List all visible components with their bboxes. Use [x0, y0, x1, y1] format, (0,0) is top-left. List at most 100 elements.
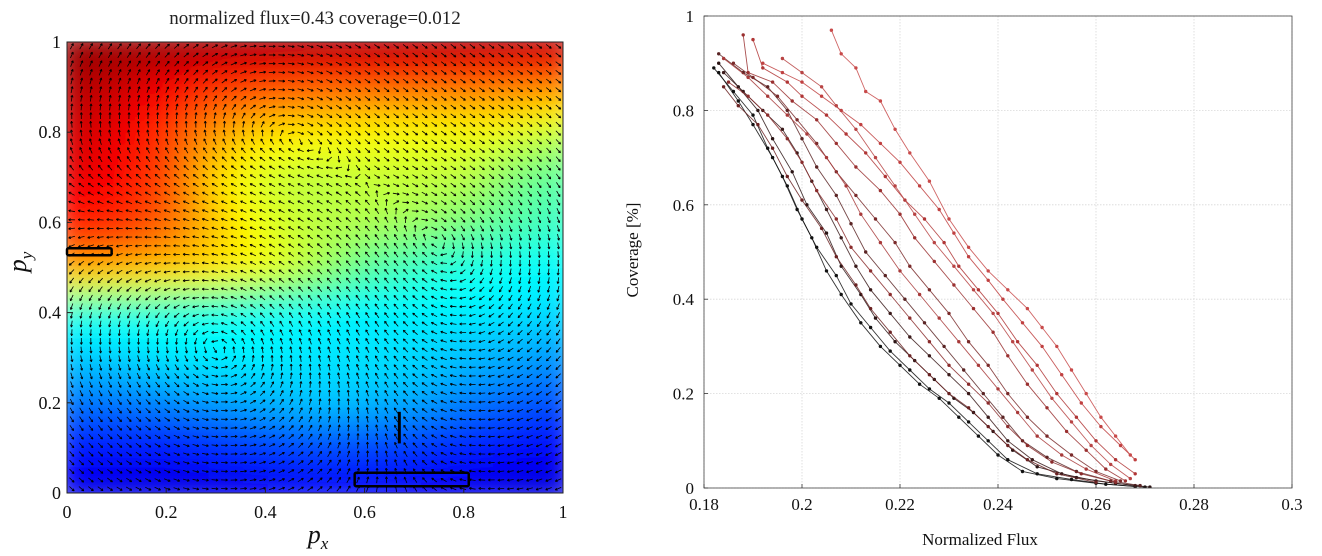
heatmap-cell: [149, 436, 163, 449]
heatmap-cell: [196, 188, 210, 201]
heatmap-cell: [492, 166, 505, 178]
heatmap-cell: [102, 166, 115, 178]
quiver-arrow: [347, 398, 350, 406]
heatmap-cell: [208, 301, 222, 314]
heatmap-cell: [208, 481, 222, 493]
heatmap-cell: [421, 166, 434, 178]
heatmap-cell: [551, 109, 563, 122]
quiver-arrowhead: [281, 398, 284, 402]
heatmap-cell: [515, 312, 529, 325]
quiver-arrowhead: [384, 467, 388, 471]
heatmap-cell: [515, 470, 529, 483]
quiver-arrowhead: [516, 444, 520, 448]
heatmap-cell: [303, 425, 316, 438]
heatmap-cell: [196, 233, 210, 246]
quiver-arrow: [366, 476, 369, 484]
quiver-arrow: [135, 460, 142, 465]
heatmap-cell: [444, 402, 458, 415]
quiver-arrow: [98, 381, 103, 388]
heatmap-cell: [90, 211, 104, 224]
heatmap-cell: [149, 414, 163, 426]
quiver-arrow: [440, 443, 447, 448]
heatmap-cell: [90, 132, 104, 145]
quiver-arrow: [230, 418, 238, 420]
quiver-arrowhead: [138, 470, 142, 474]
heatmap-cell: [563, 31, 575, 43]
heatmap-cell: [185, 87, 198, 99]
quiver-arrow: [395, 476, 398, 484]
quiver-arrow: [211, 401, 219, 403]
heatmap-cell: [421, 323, 434, 336]
heatmap-cell: [551, 290, 563, 302]
heatmap-cell: [492, 267, 505, 280]
heatmap-cell: [385, 380, 399, 393]
heatmap-cell: [173, 244, 186, 257]
quiver-arrow: [459, 383, 467, 386]
quiver-arrowhead: [299, 398, 303, 402]
heatmap-cell: [244, 53, 257, 66]
heatmap-cell: [291, 380, 304, 393]
quiver-arrow: [307, 442, 313, 449]
quiver-arrowhead: [507, 418, 510, 422]
quiver-arrowhead: [177, 461, 181, 465]
quiver-arrow: [459, 392, 467, 395]
quiver-arrowhead: [516, 418, 520, 422]
quiver-arrow: [173, 399, 180, 405]
quiver-arrowhead: [206, 426, 209, 430]
quiver-arrowhead: [516, 435, 520, 439]
quiver-arrowhead: [138, 436, 142, 440]
quiver-arrowhead: [384, 415, 388, 419]
quiver-arrowhead: [422, 468, 425, 472]
heatmap-cell: [90, 120, 104, 133]
heatmap-cell: [563, 358, 575, 370]
quiver-arrowhead: [403, 424, 407, 428]
quiver-arrowhead: [271, 390, 275, 394]
heatmap-cell: [563, 177, 575, 189]
quiver-arrowhead: [545, 427, 549, 430]
quiver-arrowhead: [109, 419, 113, 423]
quiver-arrow: [69, 425, 74, 431]
quiver-arrowhead: [119, 445, 123, 448]
quiver-arrowhead: [468, 461, 472, 464]
quiver-arrow: [98, 416, 103, 423]
quiver-arrow: [412, 442, 418, 448]
heatmap-cell: [397, 357, 411, 370]
heatmap-cell: [267, 211, 281, 224]
heatmap-cell: [255, 211, 269, 224]
quiver-arrow: [412, 425, 418, 431]
heatmap-cell: [527, 402, 540, 415]
quiver-arrowhead: [431, 477, 435, 481]
quiver-arrow: [240, 426, 247, 429]
heatmap-cell: [362, 402, 375, 415]
quiver-arrow: [346, 468, 351, 475]
heatmap-cell: [385, 132, 399, 145]
heatmap-cell: [267, 459, 281, 472]
heatmap-cell: [551, 481, 563, 493]
quiver-arrow: [393, 390, 399, 397]
quiver-arrowhead: [138, 427, 142, 431]
heatmap-cell: [563, 98, 575, 110]
heatmap-cell: [456, 425, 470, 438]
quiver-arrowhead: [234, 417, 238, 421]
heatmap-cell: [185, 459, 198, 472]
heatmap-cell: [326, 211, 340, 224]
quiver-arrowhead: [507, 444, 510, 448]
heatmap-cell: [503, 199, 517, 212]
heatmap-cell: [90, 256, 104, 269]
quiver-arrowhead: [215, 400, 219, 404]
heatmap-title: normalized flux=0.43 coverage=0.012: [169, 8, 461, 29]
quiver-arrow: [507, 418, 514, 421]
heatmap-cell: [444, 143, 458, 156]
heatmap-cell: [102, 233, 115, 246]
quiver-arrow: [516, 452, 524, 456]
heatmap-cell: [539, 98, 552, 111]
quiver-arrow: [413, 477, 418, 483]
heatmap-cell: [315, 199, 328, 212]
quiver-arrowhead: [497, 409, 501, 413]
heatmap-cell: [220, 233, 233, 246]
heatmap-cell: [515, 199, 529, 212]
heatmap-cell: [149, 335, 163, 348]
heatmap-cell: [291, 211, 304, 224]
heatmap-cell: [196, 132, 210, 145]
heatmap-cell: [480, 470, 493, 483]
